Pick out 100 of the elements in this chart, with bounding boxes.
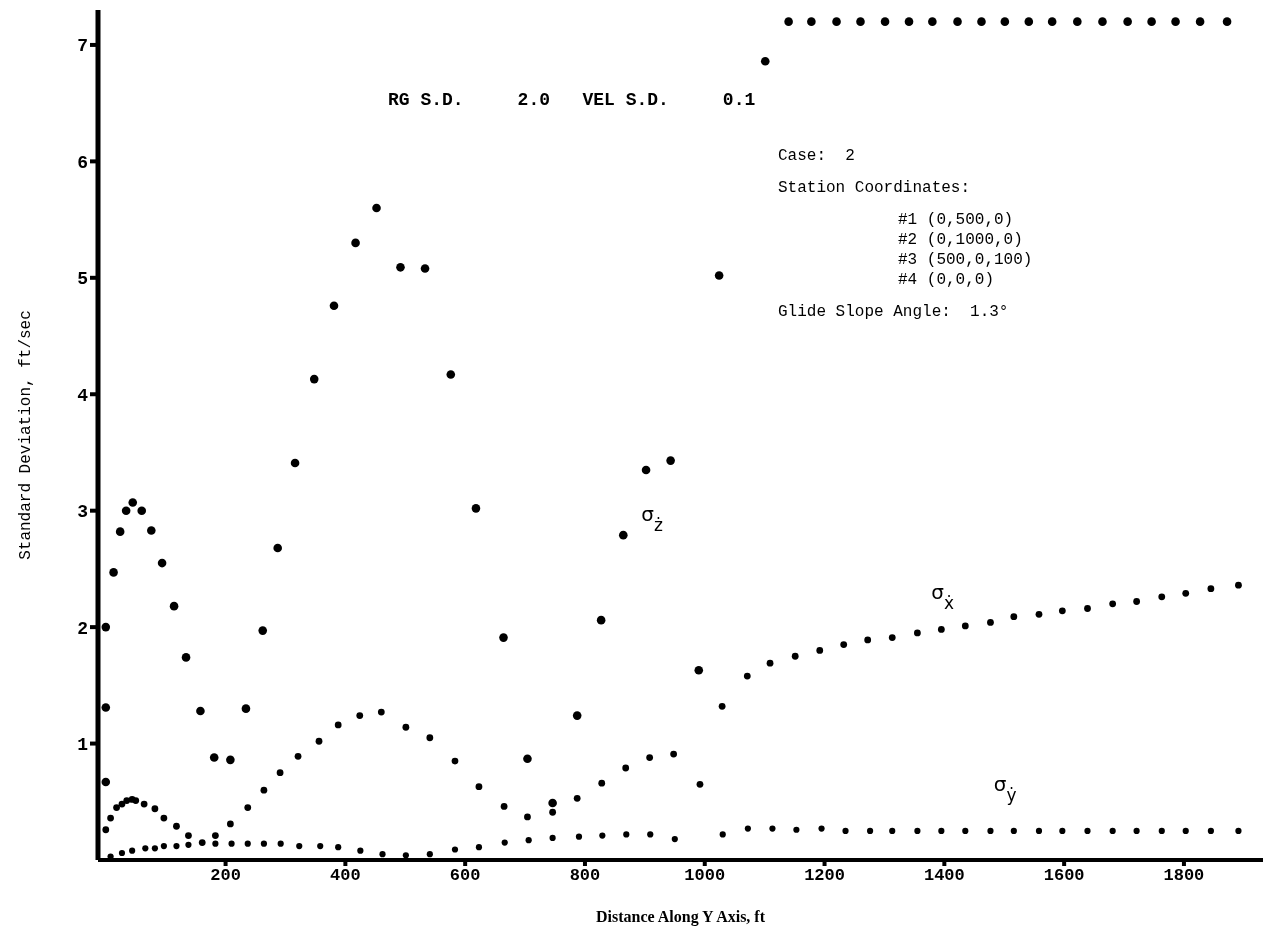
point bbox=[276, 769, 284, 777]
x-tick-label: 400 bbox=[330, 866, 361, 886]
x-axis-title: Distance Along Y Axis, ft bbox=[595, 908, 766, 926]
point bbox=[501, 839, 508, 846]
point bbox=[694, 665, 704, 675]
point bbox=[1000, 17, 1010, 26]
point bbox=[244, 804, 252, 811]
point bbox=[598, 779, 606, 787]
x-tick-label: 1200 bbox=[804, 866, 845, 886]
annotation: #3 (500,0,100) bbox=[898, 250, 1033, 270]
point bbox=[228, 840, 235, 847]
point bbox=[1058, 607, 1066, 615]
point bbox=[296, 842, 303, 850]
point bbox=[816, 647, 824, 654]
point bbox=[1109, 827, 1116, 834]
point bbox=[123, 797, 131, 805]
point bbox=[641, 465, 651, 475]
point bbox=[244, 840, 251, 847]
point bbox=[1147, 17, 1156, 26]
point bbox=[962, 827, 969, 834]
point bbox=[760, 56, 770, 66]
point bbox=[549, 808, 557, 816]
point bbox=[426, 734, 434, 742]
point bbox=[329, 301, 339, 311]
point bbox=[977, 17, 986, 26]
annotation: #1 (0,500,0) bbox=[898, 210, 1015, 230]
point bbox=[1195, 17, 1205, 26]
point bbox=[670, 750, 678, 758]
series-label: σ$_{ẋ}$ bbox=[931, 580, 955, 614]
y-tick-label: 7 bbox=[77, 36, 88, 57]
point bbox=[743, 672, 751, 680]
point bbox=[596, 615, 606, 625]
point bbox=[714, 271, 724, 280]
point bbox=[671, 835, 678, 843]
point bbox=[185, 841, 192, 848]
point bbox=[818, 825, 825, 832]
point bbox=[277, 840, 284, 847]
point bbox=[889, 827, 896, 834]
point bbox=[1035, 827, 1043, 834]
annotation: Station Coordinates: bbox=[778, 178, 972, 198]
point bbox=[987, 619, 994, 626]
annotation: Case: 2 bbox=[778, 146, 856, 166]
point bbox=[623, 831, 630, 838]
point bbox=[118, 800, 126, 808]
point bbox=[475, 844, 483, 851]
point bbox=[129, 847, 136, 854]
y-tick-label: 1 bbox=[77, 734, 89, 755]
point bbox=[832, 17, 841, 26]
y-axis-title: Standard Deviation, ft/sec bbox=[16, 310, 35, 560]
point bbox=[1123, 17, 1132, 26]
point bbox=[185, 832, 192, 839]
point bbox=[766, 659, 774, 667]
point bbox=[241, 704, 251, 713]
point bbox=[619, 530, 628, 540]
point bbox=[181, 653, 191, 662]
point bbox=[647, 831, 654, 838]
point bbox=[351, 238, 360, 248]
y-tick-label: 5 bbox=[77, 269, 88, 290]
point bbox=[446, 370, 456, 379]
point bbox=[500, 803, 508, 810]
point bbox=[426, 851, 433, 858]
point bbox=[140, 800, 148, 808]
point bbox=[209, 753, 219, 762]
point bbox=[807, 17, 816, 26]
series-label: σ$_{ż}$ bbox=[641, 502, 663, 536]
point bbox=[109, 568, 118, 577]
point bbox=[309, 374, 319, 384]
x-tick-label: 1000 bbox=[684, 866, 726, 886]
point bbox=[273, 543, 282, 553]
point bbox=[377, 708, 385, 716]
point bbox=[1133, 598, 1141, 605]
point bbox=[842, 827, 849, 834]
point bbox=[142, 845, 149, 852]
point bbox=[525, 837, 532, 844]
point bbox=[840, 641, 848, 648]
x-tick-label: 1800 bbox=[1163, 866, 1205, 886]
point bbox=[791, 652, 799, 660]
point bbox=[1235, 581, 1242, 589]
point bbox=[101, 777, 111, 787]
point bbox=[475, 783, 483, 791]
point bbox=[937, 626, 945, 633]
point bbox=[357, 847, 364, 854]
point bbox=[294, 752, 302, 760]
point bbox=[1222, 17, 1232, 26]
point bbox=[548, 798, 557, 808]
point bbox=[151, 805, 159, 813]
point bbox=[396, 263, 405, 272]
y-tick-label: 2 bbox=[77, 618, 88, 639]
point bbox=[549, 834, 556, 841]
point bbox=[1158, 827, 1165, 834]
point bbox=[212, 840, 219, 847]
point bbox=[451, 846, 459, 853]
point bbox=[744, 825, 751, 832]
point bbox=[572, 711, 582, 720]
point bbox=[1158, 593, 1166, 601]
point bbox=[420, 264, 430, 273]
point bbox=[212, 832, 219, 839]
x-tick-label: 1400 bbox=[923, 866, 965, 886]
point bbox=[196, 706, 205, 716]
point bbox=[880, 17, 890, 26]
